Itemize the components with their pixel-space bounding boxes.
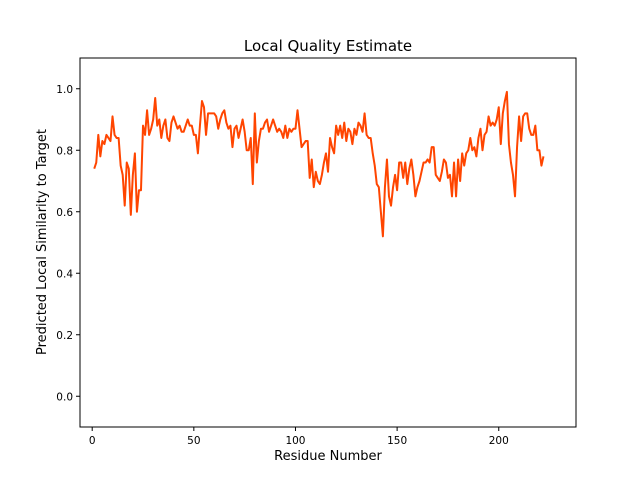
- x-tick-label: 50: [187, 435, 200, 447]
- y-axis-label: Predicted Local Similarity to Target: [35, 129, 50, 355]
- y-tick-label: 0.6: [56, 207, 73, 219]
- x-tick-label: 0: [89, 435, 96, 447]
- y-tick-label: 0.4: [56, 268, 73, 280]
- chart-title: Local Quality Estimate: [244, 37, 412, 55]
- x-tick-label: 150: [387, 435, 407, 447]
- y-tick-label: 0.0: [56, 391, 73, 403]
- plot-area: [80, 58, 576, 427]
- plot-frame: [79, 57, 577, 428]
- axis-ticks: 0 50 100 150 200 0.0 0.2 0.4 0.6 0.8 1.0: [56, 84, 508, 447]
- y-tick-label: 0.8: [56, 145, 73, 157]
- x-tick-label: 100: [285, 435, 305, 447]
- x-axis-label: Residue Number: [274, 449, 382, 464]
- x-tick-label: 200: [489, 435, 509, 447]
- y-tick-label: 1.0: [56, 84, 73, 96]
- series-line: [93, 90, 545, 238]
- y-tick-label: 0.2: [56, 330, 73, 342]
